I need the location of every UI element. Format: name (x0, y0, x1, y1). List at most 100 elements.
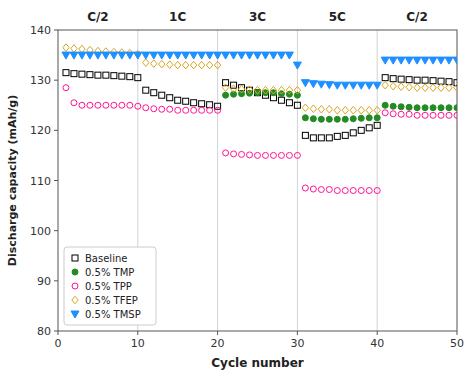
point (134, 52, 142, 59)
point (390, 111, 396, 117)
point (453, 57, 457, 64)
point (119, 102, 125, 108)
point (150, 52, 158, 59)
point (413, 57, 421, 64)
legend-marker (71, 311, 79, 318)
point (374, 106, 380, 114)
y-tick (54, 331, 58, 332)
point (79, 71, 85, 77)
point (127, 102, 133, 108)
point (159, 60, 165, 68)
rate-label: C/2 (406, 10, 428, 24)
point (143, 105, 149, 111)
point (142, 52, 150, 59)
point (175, 97, 181, 103)
point (366, 106, 372, 114)
point (183, 98, 189, 104)
x-tick-label: 40 (370, 337, 384, 350)
point (286, 100, 292, 106)
point (454, 84, 457, 92)
point (381, 57, 389, 64)
point (159, 92, 165, 98)
point (430, 112, 436, 118)
x-axis-label: Cycle number (211, 356, 303, 370)
point (214, 52, 222, 59)
point (262, 90, 268, 96)
point (342, 106, 348, 114)
y-tick (54, 280, 58, 281)
y-tick-label: 120 (30, 124, 51, 137)
point (437, 57, 445, 64)
point (167, 61, 173, 69)
y-tick-label: 110 (30, 175, 51, 188)
point (366, 125, 372, 131)
point (175, 61, 181, 69)
legend-marker (72, 269, 78, 275)
point (286, 86, 292, 94)
point (277, 52, 285, 59)
point (334, 188, 340, 194)
x-tick (217, 331, 218, 335)
point (334, 116, 340, 122)
point (334, 133, 340, 139)
x-tick (137, 331, 138, 335)
point (414, 112, 420, 118)
legend-marker (72, 296, 78, 304)
point (182, 61, 188, 69)
point (374, 115, 380, 121)
point (94, 52, 102, 59)
point (318, 105, 324, 113)
point (342, 116, 348, 122)
point (206, 61, 212, 69)
point (294, 102, 300, 108)
point (278, 152, 284, 158)
point (389, 57, 397, 64)
point (334, 106, 340, 114)
point (111, 102, 117, 108)
point (398, 104, 404, 110)
point (342, 132, 348, 138)
y-axis-label: Discharge capacity (mAh/g) (6, 95, 19, 266)
series (63, 44, 457, 114)
rate-label: 3C (249, 10, 266, 24)
point (223, 92, 229, 98)
point (446, 105, 452, 111)
point (318, 187, 324, 193)
point (198, 52, 206, 59)
point (190, 61, 196, 69)
point (438, 112, 444, 118)
point (214, 61, 220, 69)
point (326, 187, 332, 193)
rate-label: 5C (329, 10, 346, 24)
y-tick (54, 130, 58, 131)
point (270, 90, 276, 96)
y-tick-label: 140 (30, 24, 51, 37)
point (286, 152, 292, 158)
plot-frame (58, 30, 457, 331)
point (382, 102, 388, 108)
point (102, 52, 110, 59)
point (71, 71, 77, 77)
point (166, 52, 174, 59)
points (62, 44, 457, 194)
point (294, 86, 300, 94)
point (246, 52, 254, 59)
chart: 010203040508090100110120130140C/21C3C5CC… (0, 0, 469, 375)
point (438, 105, 444, 111)
point (222, 84, 228, 92)
point (270, 152, 276, 158)
x-tick-label: 30 (290, 337, 304, 350)
point (127, 74, 133, 80)
point (238, 52, 246, 59)
point (254, 52, 262, 59)
point (278, 86, 284, 94)
point (422, 77, 428, 83)
rate-line (297, 30, 298, 331)
point (341, 82, 349, 89)
rate-label: 1C (169, 10, 186, 24)
legend-label: 0.5% TMSP (85, 309, 141, 320)
point (414, 84, 420, 92)
point (350, 116, 356, 122)
point (103, 102, 109, 108)
series (63, 85, 457, 194)
